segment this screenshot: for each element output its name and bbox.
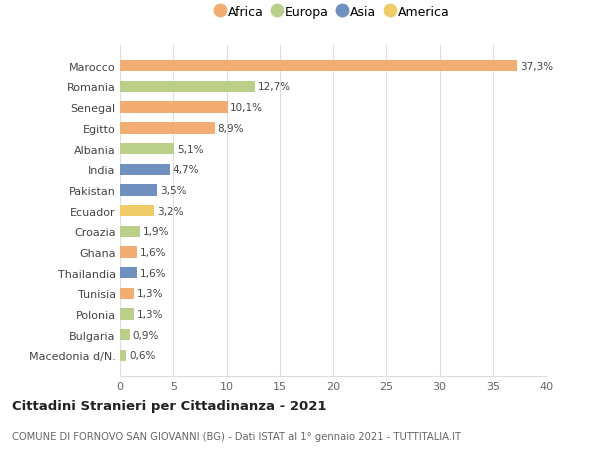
Bar (120, 61, 517, 72)
Text: 4,7%: 4,7% (173, 165, 199, 175)
Bar (120, 288, 134, 299)
Bar (120, 144, 175, 155)
Text: 3,2%: 3,2% (157, 206, 183, 216)
Text: 10,1%: 10,1% (230, 103, 263, 113)
Text: 37,3%: 37,3% (520, 62, 553, 72)
Bar (120, 350, 127, 361)
Text: 1,6%: 1,6% (140, 247, 166, 257)
Bar (120, 247, 137, 258)
Text: Cittadini Stranieri per Cittadinanza - 2021: Cittadini Stranieri per Cittadinanza - 2… (12, 399, 326, 412)
Bar (120, 185, 157, 196)
Text: 5,1%: 5,1% (177, 144, 203, 154)
Bar (120, 206, 154, 217)
Text: 8,9%: 8,9% (217, 123, 244, 134)
Bar (120, 164, 170, 175)
Bar (120, 102, 227, 113)
Legend: Africa, Europa, Asia, America: Africa, Europa, Asia, America (213, 3, 453, 23)
Text: 1,6%: 1,6% (140, 268, 166, 278)
Text: 3,5%: 3,5% (160, 185, 187, 196)
Bar (120, 226, 140, 237)
Text: 12,7%: 12,7% (258, 82, 291, 92)
Text: 0,6%: 0,6% (129, 351, 155, 361)
Text: 1,9%: 1,9% (143, 227, 169, 237)
Text: 1,3%: 1,3% (137, 309, 163, 319)
Bar (120, 309, 134, 320)
Bar (120, 123, 215, 134)
Text: COMUNE DI FORNOVO SAN GIOVANNI (BG) - Dati ISTAT al 1° gennaio 2021 - TUTTITALIA: COMUNE DI FORNOVO SAN GIOVANNI (BG) - Da… (12, 431, 461, 442)
Bar (120, 82, 255, 93)
Text: 0,9%: 0,9% (132, 330, 158, 340)
Bar (120, 268, 137, 279)
Text: 1,3%: 1,3% (137, 289, 163, 299)
Bar (120, 330, 130, 341)
